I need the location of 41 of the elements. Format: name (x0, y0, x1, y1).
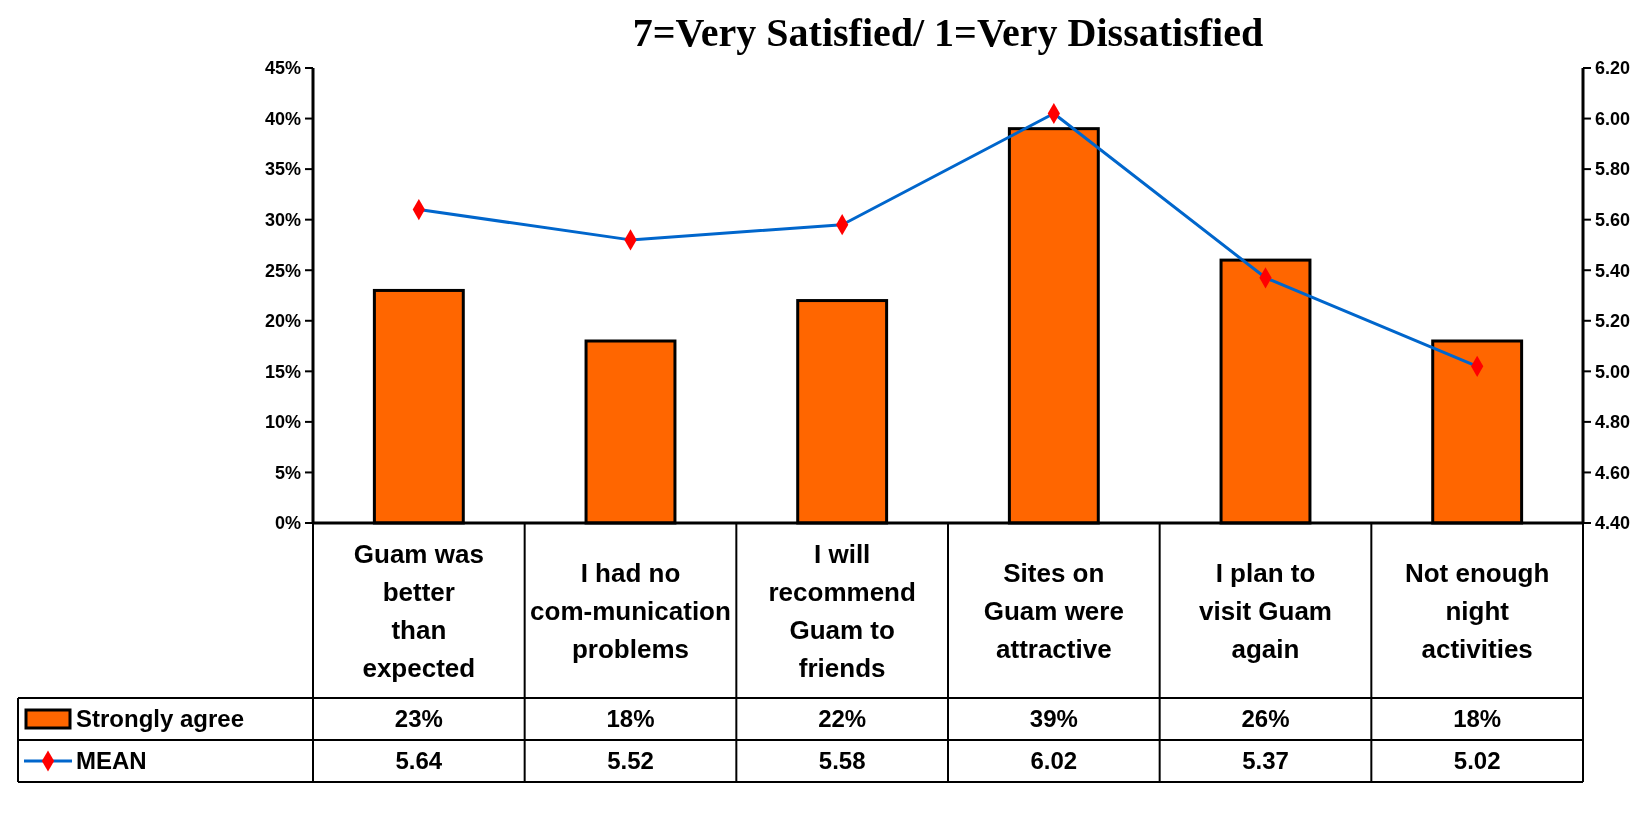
text: 22% (818, 705, 867, 733)
text: 6.02 (1030, 747, 1078, 775)
text: 5.64 (395, 747, 443, 775)
y2-tick-label: 5.00 (1595, 361, 1631, 382)
y-tick-label: 35% (264, 159, 301, 180)
legend-label: Strongly agree (76, 705, 245, 733)
y2-tick-label: 4.60 (1595, 462, 1631, 483)
y2-tick-label: 5.40 (1595, 260, 1631, 281)
x-tick-label: I will recommend Guam to friends (768, 538, 916, 683)
text: 18% (1453, 705, 1502, 733)
text: 39% (1029, 705, 1078, 733)
x-tick-label: Not enough night activities (1404, 557, 1550, 664)
y-tick-label: 25% (264, 260, 301, 281)
y2-tick-label: 6.00 (1595, 108, 1631, 129)
y-tick-label: 30% (264, 209, 301, 230)
text: 5.02 (1453, 747, 1501, 775)
chart-title: 7=Very Satisfied/ 1=Very Dissatisfied (632, 10, 1264, 55)
text: 5.37 (1242, 747, 1289, 775)
x-tick-label: I plan to visit Guam again (1199, 557, 1332, 664)
y2-tick-label: 5.60 (1595, 209, 1631, 230)
y-tick-label: 20% (264, 311, 301, 332)
y-tick-label: 45% (264, 58, 301, 79)
y2-tick-label: 4.40 (1595, 513, 1631, 534)
x-tick-label: Sites on Guam were attractive (983, 557, 1124, 664)
y2-tick-label: 6.20 (1595, 58, 1631, 79)
y-tick-label: 40% (264, 108, 301, 129)
y-tick-label: 0% (274, 513, 301, 534)
text: 5.52 (607, 747, 654, 775)
text: 18% (606, 705, 655, 733)
text: 5.58 (818, 747, 866, 775)
y2-tick-label: 5.80 (1595, 159, 1631, 180)
x-tick-label: I had no com-munication problems (530, 557, 731, 664)
x-tick-label: Guam was better than expected (353, 538, 484, 683)
legend-label: MEAN (76, 747, 147, 775)
y2-tick-label: 5.20 (1595, 311, 1631, 332)
y-tick-label: 10% (264, 412, 301, 433)
y-tick-label: 5% (274, 462, 301, 483)
text: 23% (394, 705, 443, 733)
y2-tick-label: 4.80 (1595, 412, 1631, 433)
text: 26% (1241, 705, 1290, 733)
y-tick-label: 15% (264, 361, 301, 382)
